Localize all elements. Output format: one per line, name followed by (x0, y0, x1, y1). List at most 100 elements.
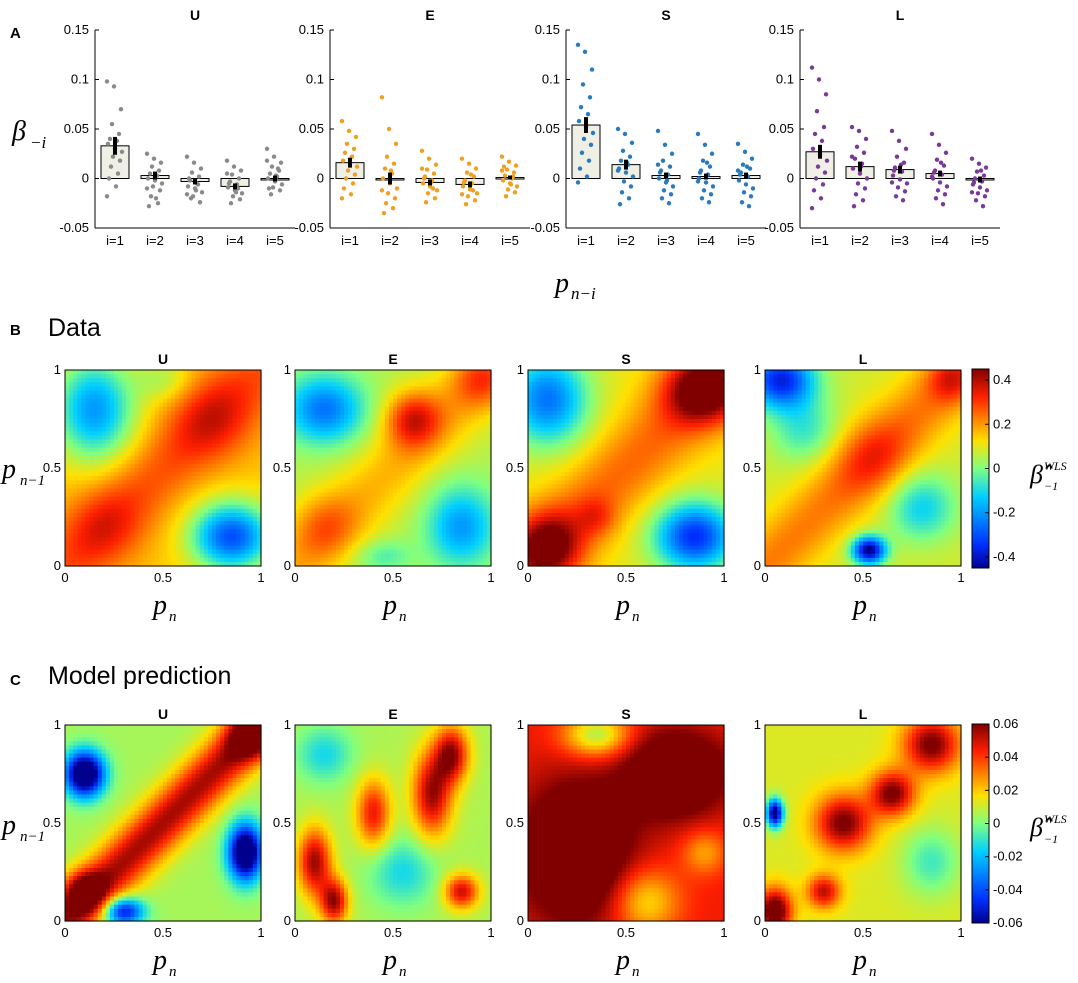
heat-cell (73, 512, 78, 518)
heat-cell (77, 545, 82, 551)
heat-cell (244, 561, 250, 567)
heat-cell (323, 390, 329, 396)
heat-cell (462, 427, 468, 432)
data-point (750, 186, 756, 191)
heat-cell (356, 459, 361, 465)
heat-cell (413, 431, 419, 436)
heat-cell (236, 431, 242, 436)
data-point (587, 95, 593, 100)
heat-cell (319, 419, 325, 424)
heat-cell (85, 455, 91, 461)
panel-a-ylabel-main: β (11, 116, 26, 147)
heat-cell (388, 427, 394, 432)
heat-cell (154, 553, 160, 559)
heat-cell (171, 406, 176, 412)
data-point (620, 148, 626, 153)
heat-cell (252, 484, 258, 490)
data-point (149, 164, 155, 169)
data-point (935, 188, 941, 193)
heat-cell (114, 541, 119, 547)
heat-cell (376, 484, 382, 490)
heat-cell (81, 435, 87, 441)
heat-cell (167, 517, 172, 522)
heat-cell (335, 545, 341, 551)
heat-cell (252, 512, 258, 518)
heat-cell (372, 423, 378, 428)
heat-cell (171, 468, 176, 473)
heat-cell (344, 427, 349, 432)
heat-cell (187, 541, 193, 547)
data-point (393, 141, 399, 147)
data-point (586, 158, 592, 163)
heat-cell (348, 374, 353, 379)
heat-cell (228, 451, 234, 457)
heat-cell (339, 439, 345, 445)
heat-cell (466, 386, 472, 392)
heat-cell (114, 370, 119, 375)
heat-cell (417, 488, 423, 494)
heat-cell (295, 378, 300, 383)
heat-cell (380, 447, 386, 453)
heat-cell (138, 517, 144, 522)
heat-cell (122, 476, 127, 481)
heat-cell (171, 480, 176, 485)
heat-cell (240, 521, 246, 526)
heat-cell (101, 410, 107, 416)
heat-cell (203, 443, 209, 449)
heat-cell (220, 402, 225, 408)
heat-cell (372, 476, 378, 481)
heat-cell (122, 537, 127, 543)
heat-cell (425, 435, 431, 441)
heat-cell (134, 463, 140, 469)
heat-cell (417, 472, 423, 477)
heat-cell (478, 541, 484, 547)
heat-cell (81, 480, 87, 485)
heat-cell (77, 472, 82, 477)
heat-cell (429, 443, 435, 449)
heat-cell (409, 406, 415, 412)
heat-cell (93, 553, 99, 559)
heat-cell (207, 455, 213, 461)
heat-cell (122, 557, 127, 563)
heat-cell (89, 533, 95, 539)
heat-cell (335, 508, 341, 514)
data-point (695, 131, 701, 137)
heat-cell (295, 553, 300, 559)
heat-cell (195, 476, 201, 481)
heatmap-cells (65, 370, 262, 567)
heat-cell (220, 439, 225, 445)
heat-cell (163, 545, 168, 551)
heat-cell (175, 549, 180, 555)
heat-cell (65, 419, 70, 424)
heat-cell (228, 525, 234, 530)
heat-cell (327, 374, 333, 379)
data-point (464, 170, 470, 175)
heat-cell (216, 427, 221, 432)
heat-cell (372, 468, 378, 473)
heat-cell (466, 390, 472, 396)
heat-cell (372, 561, 378, 567)
heat-cell (417, 463, 423, 469)
heat-cell (474, 561, 480, 567)
heat-cell (69, 439, 74, 445)
heat-cell (356, 476, 361, 481)
heat-cell (478, 549, 484, 555)
heat-cell (195, 463, 201, 469)
heat-cell (425, 410, 431, 416)
heat-cell (183, 508, 189, 514)
heat-cell (323, 386, 329, 392)
heat-cell (466, 488, 472, 494)
heat-cell (109, 541, 115, 547)
heat-cell (130, 427, 136, 432)
heat-cell (138, 529, 144, 534)
heat-cell (315, 529, 321, 534)
heat-cell (114, 472, 119, 477)
heat-cell (81, 561, 87, 567)
heat-cell (187, 402, 193, 408)
heat-cell (199, 374, 205, 379)
heat-cell (69, 374, 74, 379)
heat-cell (397, 529, 402, 534)
heat-cell (203, 427, 209, 432)
heat-cell (154, 455, 160, 461)
heat-cell (199, 414, 205, 420)
